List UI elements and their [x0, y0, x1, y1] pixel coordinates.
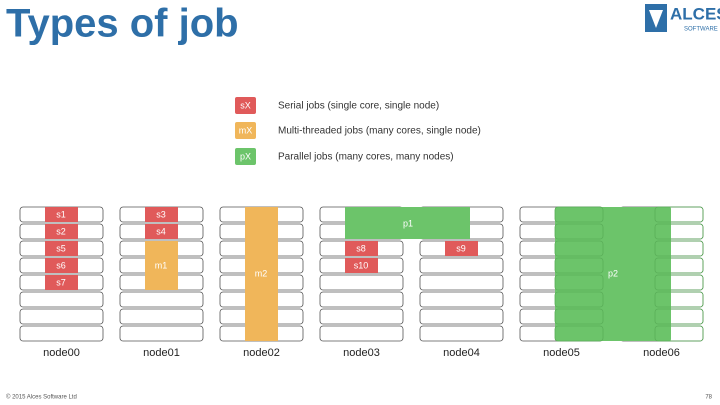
slot-outline — [554, 223, 604, 240]
job-label: s3 — [156, 209, 166, 219]
job-slot-lines — [554, 206, 704, 342]
logo-mark — [649, 10, 663, 28]
job — [145, 207, 178, 222]
job-label: s6 — [56, 260, 66, 270]
legend-swatch — [235, 122, 256, 139]
job-label: m1 — [155, 260, 168, 270]
slot-outline — [654, 206, 704, 223]
job — [145, 224, 178, 239]
job-label: s5 — [56, 243, 66, 253]
job-label: s4 — [156, 226, 166, 236]
slot — [319, 325, 404, 342]
slot — [19, 325, 104, 342]
job — [555, 207, 671, 341]
slot — [119, 291, 204, 308]
slot-outline — [654, 240, 704, 257]
job — [145, 241, 178, 290]
footer: © 2015 Alces Software Ltd — [6, 394, 77, 401]
slot — [119, 325, 204, 342]
job — [45, 224, 78, 239]
slot-outline — [654, 308, 704, 325]
legend-label: Serial jobs (single core, single node) — [278, 101, 439, 112]
slot — [119, 308, 204, 325]
slot — [419, 291, 504, 308]
node-label: node06 — [643, 347, 680, 359]
job-label: s1 — [56, 209, 66, 219]
slot-outline — [654, 257, 704, 274]
legend-label: Parallel jobs (many cores, many nodes) — [278, 152, 454, 163]
legend-key: sX — [240, 100, 251, 110]
job — [45, 241, 78, 256]
job-label: p2 — [608, 268, 618, 278]
job-label: s7 — [56, 277, 66, 287]
page-number: 78 — [705, 395, 712, 401]
node-label: node00 — [43, 347, 80, 359]
node-label: node01 — [143, 347, 180, 359]
slot-outline — [654, 325, 704, 342]
legend: sX Serial jobs (single core, single node… — [235, 97, 481, 165]
slot-outline — [554, 274, 604, 291]
slot-outline — [554, 240, 604, 257]
logo-sub: SOFTWARE — [684, 27, 718, 33]
job-label: m2 — [255, 268, 268, 278]
slot-outline — [554, 325, 604, 342]
job — [445, 241, 478, 256]
slot — [319, 291, 404, 308]
slot-outline — [654, 274, 704, 291]
node-label: node04 — [443, 347, 480, 359]
legend-key: pX — [240, 151, 251, 161]
node-label: node05 — [543, 347, 580, 359]
legend-swatch — [235, 97, 256, 114]
node-label: node02 — [243, 347, 280, 359]
job-label: s2 — [56, 226, 66, 236]
node-label: node03 — [343, 347, 380, 359]
job — [245, 207, 278, 341]
job — [345, 207, 470, 239]
job-label: s8 — [356, 243, 366, 253]
job-label: p1 — [403, 218, 413, 228]
slot — [419, 257, 504, 274]
slot-outline — [654, 223, 704, 240]
job — [45, 258, 78, 273]
slide-title: Types of job — [6, 2, 239, 46]
job — [345, 241, 378, 256]
slot — [319, 308, 404, 325]
legend-key: mX — [239, 125, 253, 135]
slot — [419, 308, 504, 325]
job-label: s10 — [354, 260, 369, 270]
slot-outline — [554, 308, 604, 325]
slot-outline — [654, 291, 704, 308]
slot — [19, 308, 104, 325]
slot — [419, 325, 504, 342]
slot — [319, 274, 404, 291]
legend-swatch — [235, 148, 256, 165]
slot-outline — [554, 206, 604, 223]
slot — [19, 291, 104, 308]
legend-label: Multi-threaded jobs (many cores, single … — [278, 126, 481, 137]
slot — [419, 274, 504, 291]
job-label: s9 — [456, 243, 466, 253]
job — [45, 207, 78, 222]
slot-outline — [554, 291, 604, 308]
node-labels: node00 node01 node02 node03 node04 node05 node… — [43, 347, 680, 359]
job — [345, 258, 378, 273]
job — [45, 275, 78, 290]
slot-outline — [554, 257, 604, 274]
jobs: s1 s2 s5 s6 s7 s3 s4 m1 m2 p1 s8 s10 s9 … — [45, 206, 704, 342]
